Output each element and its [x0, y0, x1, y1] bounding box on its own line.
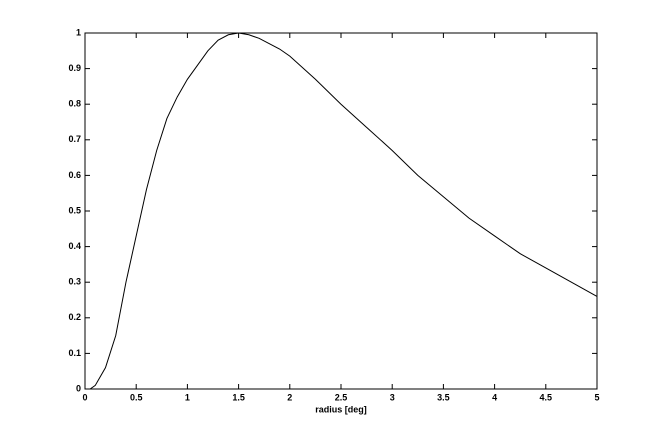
x-tick-label: 1 [185, 392, 190, 402]
x-tick-label: 4.5 [540, 392, 553, 402]
line-series [85, 32, 598, 390]
x-tick-label: 5 [594, 392, 599, 402]
y-tick-label: 0.4 [68, 241, 81, 251]
y-tick-label: 0.7 [68, 134, 81, 144]
x-tick-label: 3 [390, 392, 395, 402]
y-tick-label: 0.8 [68, 99, 81, 109]
y-tick-label: 0.2 [68, 312, 81, 322]
x-tick-label: 2 [287, 392, 292, 402]
y-tick-label: 0.6 [68, 170, 81, 180]
x-tick-label: 2.5 [335, 392, 348, 402]
y-tick-label: 0.1 [68, 348, 81, 358]
y-tick-label: 0.3 [68, 277, 81, 287]
x-tick-label: 4 [492, 392, 497, 402]
x-tick-label: 3.5 [437, 392, 450, 402]
x-tick-label: 1.5 [232, 392, 245, 402]
y-tick-label: 0.5 [68, 205, 81, 215]
y-tick-label: 0.9 [68, 63, 81, 73]
x-tick-label: 0.5 [130, 392, 143, 402]
y-tick-label: 0 [76, 383, 81, 393]
y-tick-label: 1 [76, 27, 81, 37]
x-axis-label: radius [deg] [315, 404, 367, 414]
x-tick-label: 0 [82, 392, 87, 402]
plot-frame [84, 32, 598, 390]
